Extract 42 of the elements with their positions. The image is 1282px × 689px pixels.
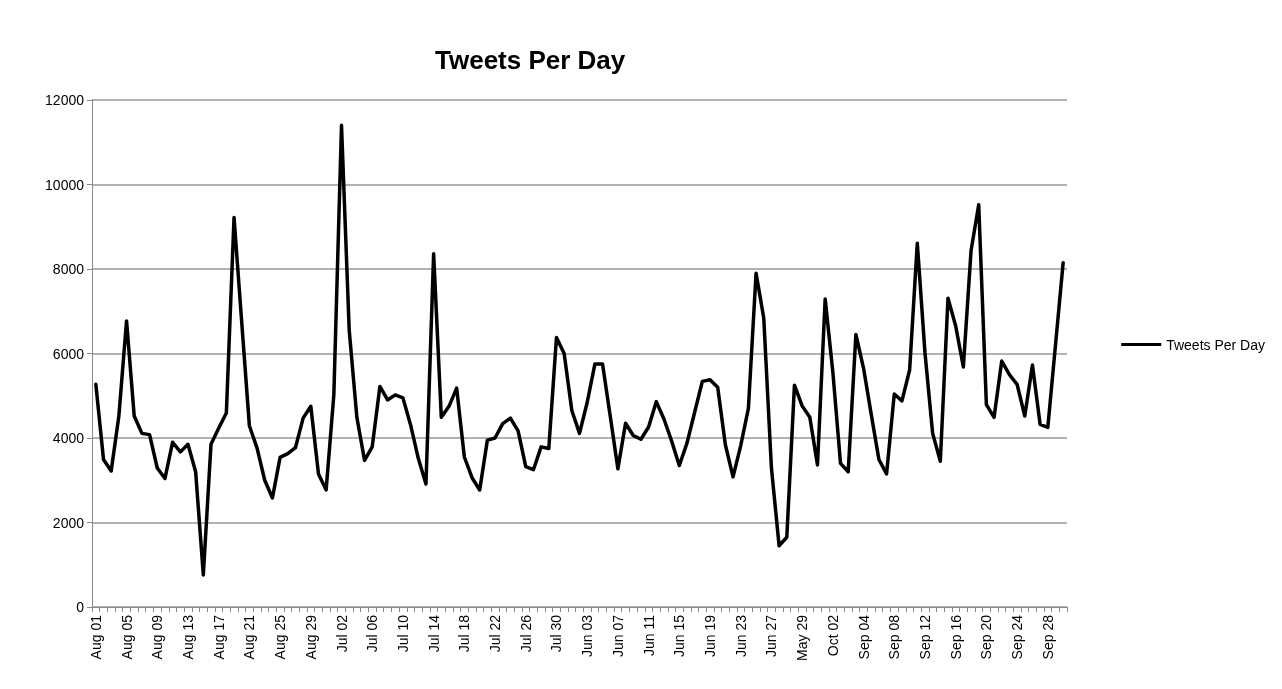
x-tick-label: Jul 22 xyxy=(487,614,504,653)
y-tick-label: 12000 xyxy=(45,92,85,108)
x-tick-label: May 29 xyxy=(794,614,811,661)
x-tick-label: Sep 16 xyxy=(947,614,964,660)
y-tick-label: 6000 xyxy=(52,345,85,362)
x-tick-label: Aug 01 xyxy=(87,614,104,660)
x-tick-label: Aug 17 xyxy=(210,614,227,660)
x-tick-label: Jun 11 xyxy=(640,614,657,656)
x-tick-label: Aug 21 xyxy=(241,614,258,660)
x-tick-label: Jul 18 xyxy=(456,614,473,653)
x-tick-label: Sep 20 xyxy=(978,614,995,660)
y-tick-label: 8000 xyxy=(52,261,85,277)
x-tick-label: Jun 07 xyxy=(609,614,626,658)
y-tick-label: 10000 xyxy=(45,176,85,193)
line-series xyxy=(94,123,1065,577)
x-tick-label: Jul 06 xyxy=(364,614,381,653)
chart-title: Tweets Per Day xyxy=(435,45,626,75)
x-tick-label: Sep 08 xyxy=(886,614,903,660)
x-tick-label: Sep 12 xyxy=(916,614,933,660)
x-tick-label: Sep 28 xyxy=(1039,614,1056,660)
x-tick-label: Sep 04 xyxy=(855,614,872,660)
x-tick-label: Jul 10 xyxy=(394,614,411,653)
y-tick-label: 4000 xyxy=(52,430,85,446)
x-tick-label: Jun 27 xyxy=(763,614,780,658)
x-tick-label: Jul 14 xyxy=(425,614,442,653)
x-tick-label: Aug 13 xyxy=(179,614,196,660)
x-tick-label: Aug 09 xyxy=(149,614,166,660)
x-tick-label: Jun 23 xyxy=(732,614,749,658)
x-tick-label: Aug 05 xyxy=(118,614,135,660)
x-tick-label: Jul 30 xyxy=(548,614,565,653)
x-tick-label: Jul 02 xyxy=(333,614,350,653)
y-tick-label: 2000 xyxy=(52,514,85,531)
legend-label: Tweets Per Day xyxy=(1166,336,1266,353)
x-tick-label: Sep 24 xyxy=(1009,614,1026,660)
x-tick-label: Aug 29 xyxy=(302,614,319,660)
x-tick-label: Jun 03 xyxy=(579,614,596,658)
x-tick-label: Jun 15 xyxy=(671,614,688,658)
x-tick-label: Aug 25 xyxy=(272,614,289,660)
x-tick-label: Jun 19 xyxy=(702,614,719,658)
y-tick-label: 0 xyxy=(76,599,85,615)
x-tick-label: Oct 02 xyxy=(824,614,841,657)
x-tick-label: Jul 26 xyxy=(517,614,534,653)
